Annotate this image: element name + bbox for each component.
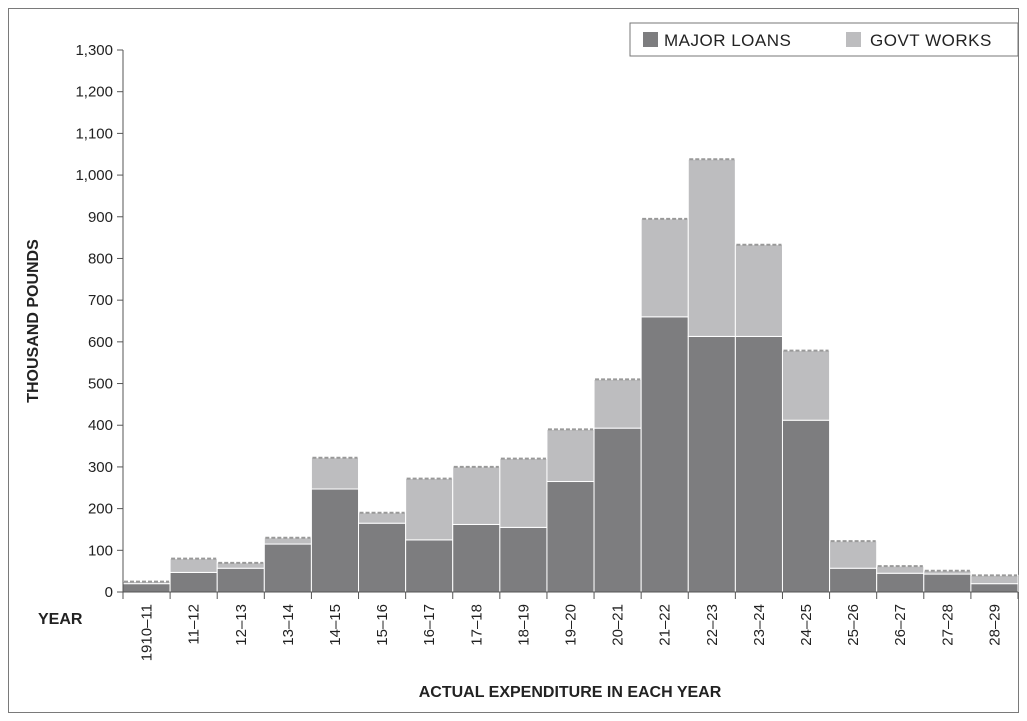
bar-govt-works (734, 244, 783, 337)
bar-major-loans (781, 419, 831, 593)
legend-label-govt-works: GOVT WORKS (870, 31, 992, 50)
bar-major-loans (263, 543, 312, 593)
legend-swatch-major-loans (643, 32, 658, 47)
x-tick-label: 12–13 (233, 604, 250, 646)
x-tick-label: 14–15 (327, 604, 344, 646)
y-ticks-group: 0 100 200 300 400 500 600 700 800 900 1,000 1,100 1,… (75, 42, 123, 601)
y-tick-label: 1,200 (75, 84, 113, 101)
y-tick-label: 400 (88, 417, 113, 434)
bar-major-loans (169, 571, 218, 593)
bar-govt-works (546, 428, 595, 483)
y-tick-label: 1,000 (75, 167, 113, 184)
legend-box (629, 22, 1019, 57)
bar-govt-works (169, 558, 218, 573)
y-tick-label: 700 (88, 292, 113, 309)
y-tick-label: 500 (88, 376, 113, 393)
x-tick-label: 19–20 (563, 604, 580, 646)
bar-govt-works (640, 218, 689, 318)
x-tick-label: 27–28 (939, 604, 956, 646)
legend: MAJOR LOANS GOVT WORKS (629, 22, 1019, 57)
bar-major-loans (687, 335, 736, 593)
x-tick-label: 24–25 (798, 604, 815, 646)
y-tick-label: 100 (88, 542, 113, 559)
bar-major-loans (970, 583, 1019, 593)
x-tick-label: 26–27 (892, 604, 909, 646)
y-tick-label: 1,100 (75, 125, 113, 142)
bar-govt-works (781, 350, 831, 421)
axes-group (122, 50, 1018, 593)
bar-major-loans (829, 567, 878, 593)
x-tick-label: 22–23 (704, 604, 721, 646)
bar-major-loans (923, 573, 972, 593)
bar-major-loans (310, 488, 360, 593)
x-tick-label: 11–12 (186, 604, 203, 645)
legend-label-major-loans: MAJOR LOANS (664, 31, 791, 50)
bar-major-loans (405, 539, 454, 593)
bar-govt-works (499, 458, 548, 528)
bar-major-loans (734, 335, 783, 593)
y-tick-label: 1,300 (75, 42, 113, 59)
bar-govt-works (405, 478, 454, 541)
bar-govt-works (310, 457, 360, 490)
x-tick-label: 18–19 (515, 604, 532, 646)
chart-frame (8, 8, 1019, 713)
bar-major-loans (640, 316, 689, 593)
x-tick-label: 16–17 (421, 604, 438, 646)
x-tick-label: 20–21 (610, 604, 627, 646)
bar-major-loans (452, 523, 501, 593)
y-tick-label: 200 (88, 501, 113, 518)
y-tick-label: 800 (88, 250, 113, 267)
x-tick-label: 28–29 (986, 604, 1003, 646)
bar-major-loans (593, 427, 642, 593)
x-tick-label: 15–16 (374, 604, 391, 646)
y-tick-label: 300 (88, 459, 113, 476)
bar-major-loans (546, 481, 595, 593)
y-tick-label: 900 (88, 209, 113, 226)
x-axis-title: ACTUAL EXPENDITURE IN EACH YEAR (419, 684, 722, 701)
x-axis-year-marker: YEAR (38, 611, 83, 628)
bar-major-loans (358, 522, 407, 593)
bar-major-loans (216, 567, 265, 593)
bar-govt-works (593, 378, 642, 429)
x-tick-label: 23–24 (751, 604, 768, 646)
x-ticks-group: 1910–11 11–12 12–13 13–14 14–15 15–16 16–17 17–… (122, 592, 1019, 661)
bar-major-loans (876, 572, 925, 593)
bar-govt-works (876, 565, 925, 574)
bar-major-loans (499, 526, 548, 593)
x-tick-label: 17–18 (468, 604, 485, 646)
y-axis-title: THOUSAND POUNDS (25, 239, 42, 403)
x-tick-label: 1910–11 (139, 604, 156, 661)
x-tick-label: 13–14 (280, 604, 297, 646)
legend-swatch-govt-works (846, 32, 861, 47)
y-tick-label: 600 (88, 334, 113, 351)
bar-govt-works (452, 466, 501, 525)
bar-govt-works (970, 574, 1019, 585)
bars-group (122, 158, 1019, 593)
x-tick-label: 21–22 (657, 604, 674, 646)
bar-govt-works (829, 540, 878, 569)
bar-govt-works (358, 512, 407, 524)
bar-major-loans (122, 583, 171, 593)
x-tick-label: 25–26 (845, 604, 862, 646)
bar-govt-works (687, 158, 736, 337)
y-tick-label: 0 (105, 584, 113, 601)
bar-govt-works (923, 570, 972, 575)
